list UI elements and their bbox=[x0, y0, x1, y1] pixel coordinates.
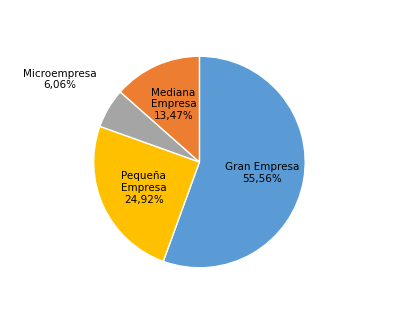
Wedge shape bbox=[120, 56, 199, 162]
Wedge shape bbox=[94, 126, 199, 261]
Wedge shape bbox=[163, 56, 305, 268]
Text: Microempresa
6,06%: Microempresa 6,06% bbox=[24, 69, 97, 90]
Wedge shape bbox=[100, 92, 199, 162]
Text: Mediana
Empresa
13,47%: Mediana Empresa 13,47% bbox=[151, 87, 196, 121]
Text: Pequeña
Empresa
24,92%: Pequeña Empresa 24,92% bbox=[121, 171, 167, 205]
Text: Gran Empresa
55,56%: Gran Empresa 55,56% bbox=[225, 162, 299, 184]
